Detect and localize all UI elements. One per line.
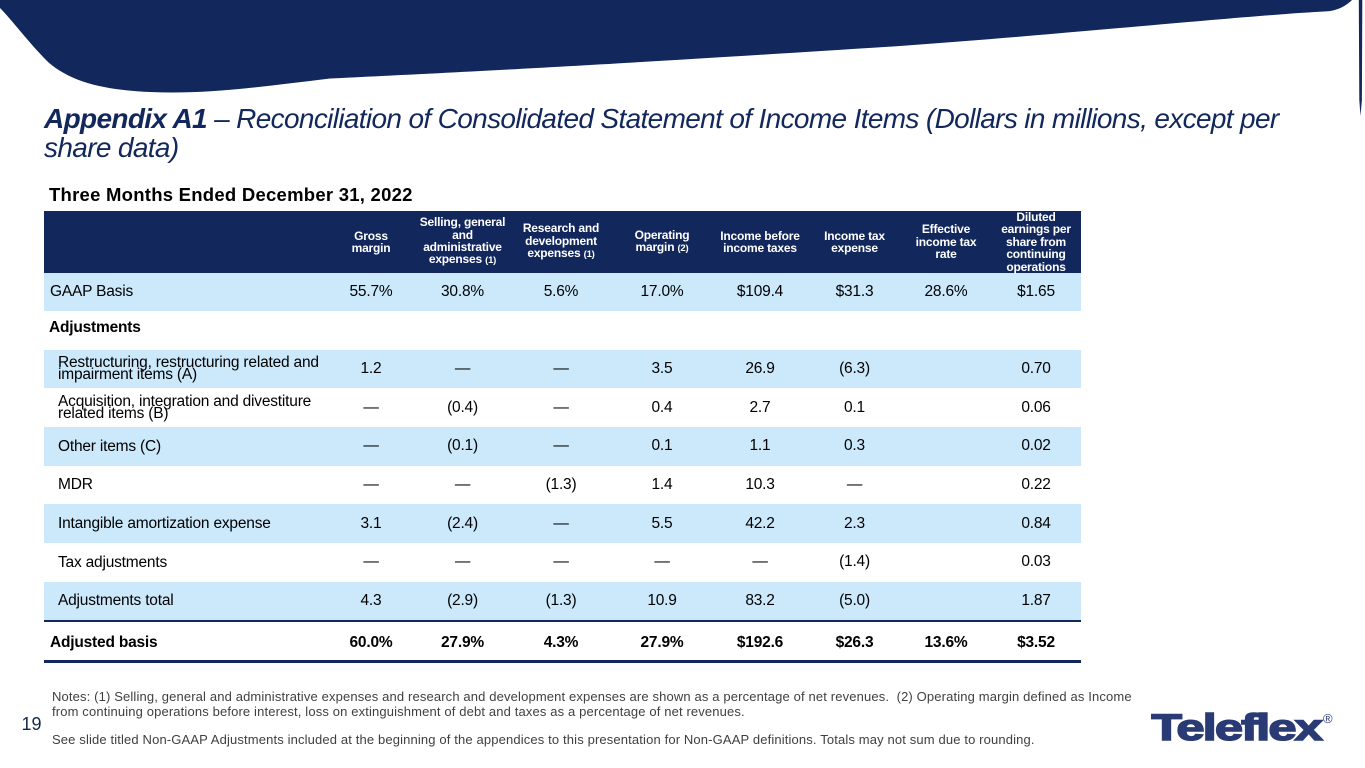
svg-text:Teleflex: Teleflex	[1151, 706, 1323, 744]
svg-text:®: ®	[1323, 711, 1333, 726]
